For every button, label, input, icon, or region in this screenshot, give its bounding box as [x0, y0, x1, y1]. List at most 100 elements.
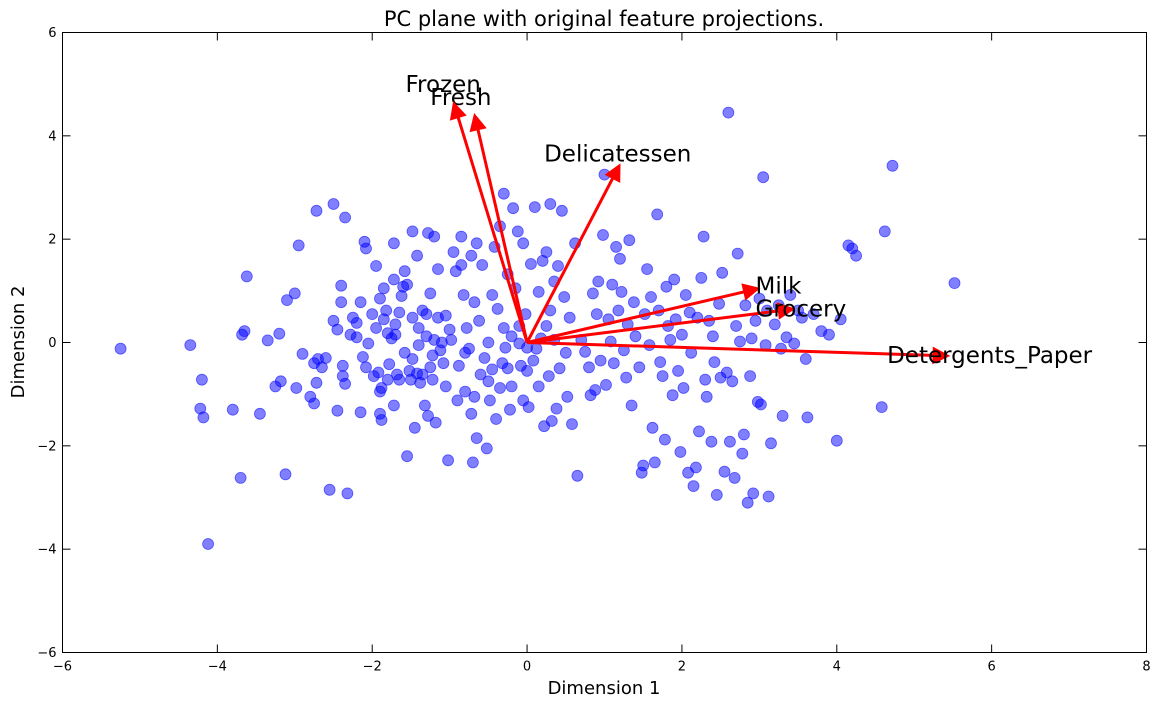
- scatter-point: [710, 488, 723, 501]
- scatter-point: [517, 237, 530, 250]
- scatter-point: [695, 271, 708, 284]
- scatter-point: [561, 390, 574, 403]
- scatter-point: [660, 280, 673, 293]
- scatter-point: [387, 237, 400, 250]
- scatter-point: [350, 331, 363, 344]
- scatter-point: [623, 234, 636, 247]
- scatter-point: [424, 361, 437, 374]
- scatter-point: [460, 322, 473, 334]
- y-tick-label: 6: [48, 26, 56, 41]
- scatter-point: [374, 292, 386, 305]
- scatter-point: [705, 435, 718, 448]
- scatter-point: [335, 279, 348, 292]
- scatter-point: [542, 370, 555, 383]
- scatter-point: [620, 371, 633, 384]
- scatter-point: [757, 171, 770, 184]
- scatter-point: [473, 314, 486, 327]
- scatter-point: [728, 471, 741, 484]
- scatter-point: [504, 403, 516, 416]
- scatter-point: [720, 366, 733, 379]
- scatter-point: [356, 351, 369, 363]
- x-tick-label: −4: [208, 660, 227, 675]
- scatter-point: [753, 292, 766, 305]
- y-tick-label: −6: [37, 646, 56, 661]
- feature-vector-delicatessen: Delicatessen: [525, 142, 691, 344]
- scatter-point: [668, 273, 681, 286]
- scatter-point: [491, 302, 504, 315]
- scatter-point: [659, 433, 671, 446]
- scatter-point: [480, 442, 493, 455]
- scatter-point: [339, 377, 352, 390]
- x-tick-label: −2: [363, 660, 382, 675]
- scatter-point: [558, 291, 571, 303]
- scatter-point: [615, 285, 628, 298]
- vector-shaft: [527, 341, 934, 357]
- scatter-points: [114, 106, 961, 550]
- scatter-point: [784, 289, 797, 301]
- scatter-point: [633, 361, 646, 374]
- scatter-point: [501, 362, 514, 375]
- scatter-point: [707, 330, 719, 343]
- scatter-point: [726, 375, 739, 388]
- scatter-point: [476, 259, 489, 271]
- scatter-point: [687, 480, 700, 493]
- scatter-point: [439, 380, 452, 393]
- vector-shaft: [525, 177, 614, 344]
- scatter-point: [459, 385, 472, 398]
- x-tick-label: 8: [1142, 660, 1150, 675]
- scatter-point: [540, 320, 553, 332]
- scatter-point: [741, 496, 754, 509]
- scatter-point: [443, 323, 456, 336]
- vector-shaft: [526, 309, 779, 344]
- scatter-point: [416, 368, 429, 381]
- scatter-point: [693, 425, 705, 438]
- scatter-point: [745, 332, 758, 345]
- scatter-point: [612, 304, 625, 317]
- scatter-point: [718, 465, 731, 478]
- scatter-point: [426, 373, 439, 386]
- scatter-point: [308, 397, 321, 410]
- scatter-point: [494, 382, 506, 394]
- scatter-point: [677, 382, 690, 394]
- scatter-point: [470, 432, 483, 445]
- vector-label: Fresh: [430, 85, 491, 111]
- feature-vector-detergents-paper: Detergents_Paper: [527, 341, 1093, 369]
- x-tick-label: 0: [523, 660, 531, 675]
- scatter-point: [646, 421, 659, 434]
- scatter-point: [465, 407, 478, 420]
- scatter-point: [310, 204, 323, 217]
- scatter-point: [722, 106, 735, 119]
- scatter-point: [731, 247, 744, 260]
- feature-vector-fresh: Fresh: [430, 85, 529, 343]
- scatter-point: [544, 198, 557, 210]
- scatter-point: [470, 237, 483, 250]
- scatter-point: [641, 263, 653, 276]
- x-tick-label: −6: [53, 660, 72, 675]
- scatter-point: [387, 273, 400, 286]
- feature-vector-frozen: Frozen: [406, 72, 529, 343]
- scatter-point: [350, 316, 363, 329]
- y-tick-label: −2: [37, 439, 56, 454]
- scatter-point: [583, 361, 595, 374]
- scatter-point: [629, 330, 642, 343]
- scatter-point: [563, 311, 576, 324]
- scatter-point: [497, 322, 510, 334]
- y-tick-label: −4: [37, 543, 56, 558]
- scatter-point: [532, 285, 545, 298]
- scatter-point: [447, 246, 460, 259]
- scatter-point: [676, 328, 688, 341]
- scatter-point: [452, 359, 465, 372]
- scatter-point: [744, 370, 756, 383]
- scatter-point: [730, 320, 742, 332]
- x-axis-label: Dimension 1: [548, 678, 661, 699]
- scatter-point: [114, 342, 127, 355]
- vector-label: Milk: [756, 273, 803, 299]
- scatter-point: [592, 275, 605, 288]
- scatter-point: [466, 456, 479, 469]
- scatter-point: [699, 373, 712, 386]
- scatter-point: [335, 296, 348, 309]
- vector-label: Frozen: [406, 72, 481, 98]
- scatter-point: [674, 446, 687, 458]
- vector-label: Grocery: [756, 297, 847, 323]
- scatter-point: [238, 325, 251, 338]
